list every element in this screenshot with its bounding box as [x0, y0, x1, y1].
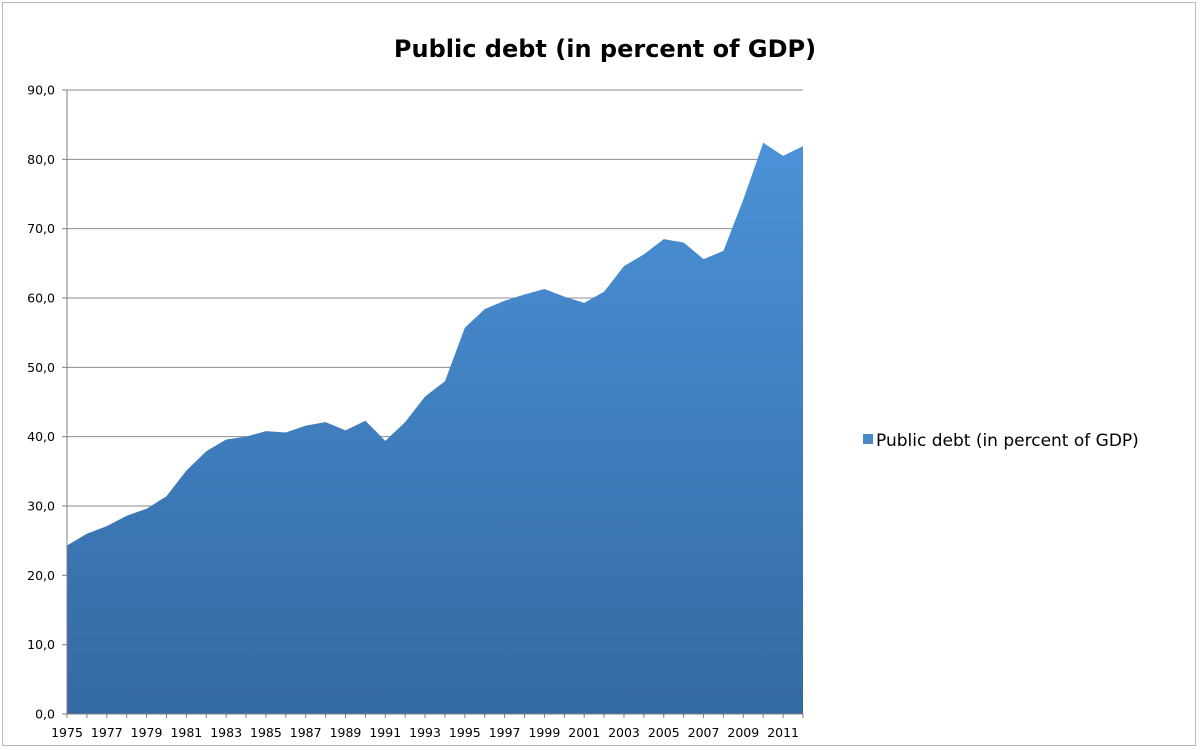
x-tick-label: 1989	[330, 725, 362, 740]
area-debt-series	[67, 142, 803, 714]
x-tick-label: 1985	[250, 725, 282, 740]
x-tick-label: 1987	[290, 725, 322, 740]
legend: Public debt (in percent of GDP)	[863, 431, 1139, 451]
y-tick-label: 50,0	[27, 360, 55, 375]
x-tick-label: 1999	[528, 725, 560, 740]
x-tick-label: 2005	[648, 725, 680, 740]
y-tick-label: 40,0	[27, 429, 55, 444]
y-tick-label: 30,0	[27, 499, 55, 514]
legend-swatch	[863, 434, 873, 444]
axes	[62, 89, 804, 718]
x-tick-label: 1995	[449, 725, 481, 740]
y-tick-label: 0,0	[35, 707, 55, 722]
x-tick-label: 1981	[170, 725, 202, 740]
x-tick-label: 2001	[568, 725, 600, 740]
x-tick-label: 1977	[91, 725, 123, 740]
x-tick-label: 1991	[369, 725, 401, 740]
y-tick-label: 60,0	[27, 291, 55, 306]
x-tick-label: 2011	[767, 725, 799, 740]
x-tick-label: 2007	[688, 725, 720, 740]
x-tick-label: 1983	[210, 725, 242, 740]
legend-label: Public debt (in percent of GDP)	[876, 431, 1139, 451]
area-series	[67, 142, 803, 714]
x-tick-label: 2003	[608, 725, 640, 740]
y-tick-label: 20,0	[27, 568, 55, 583]
x-tick-labels: 1975 1977 1979 1981 1983 1985 1987 1989 1991 1993…	[51, 725, 799, 740]
y-tick-labels: 0,0 10,0 20,0 30,0 40,0 50,0 60,0 70,0 80,0 90,0	[27, 83, 55, 722]
y-tick-label: 80,0	[27, 152, 55, 167]
x-tick-label: 1975	[51, 725, 83, 740]
y-tick-label: 10,0	[27, 637, 55, 652]
x-tick-label: 1979	[131, 725, 163, 740]
x-tick-label: 2009	[727, 725, 759, 740]
chart-title: Public debt (in percent of GDP)	[394, 35, 816, 63]
y-tick-label: 70,0	[27, 221, 55, 236]
x-tick-label: 1993	[409, 725, 441, 740]
x-tick-label: 1997	[489, 725, 521, 740]
y-tick-label: 90,0	[27, 83, 55, 98]
